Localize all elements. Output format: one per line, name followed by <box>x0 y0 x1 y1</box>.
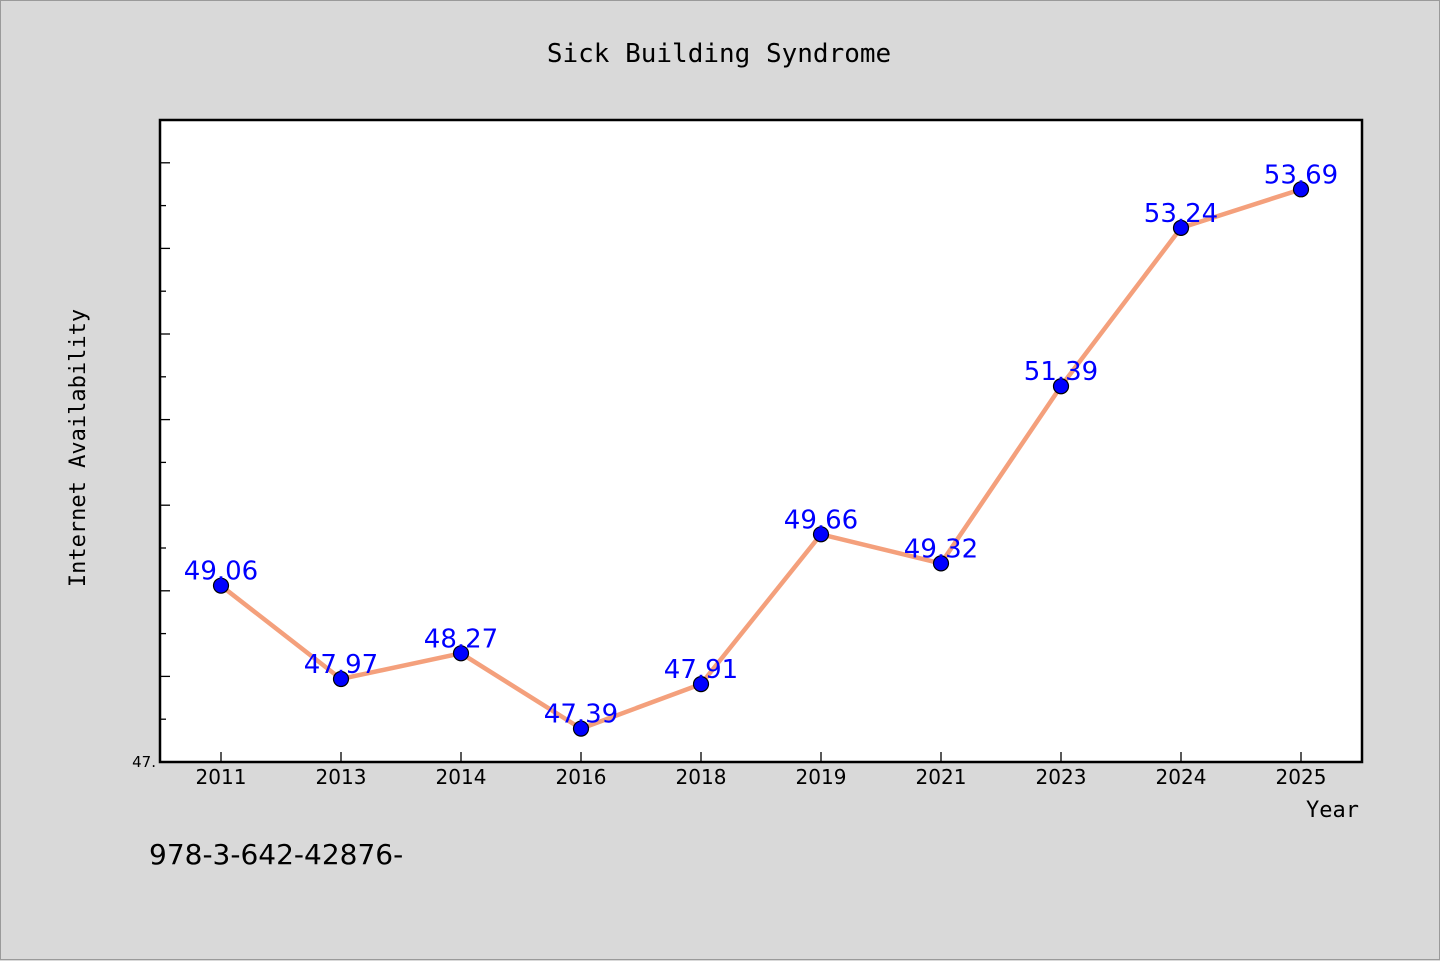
series-markers <box>212 181 1310 737</box>
y-axis-ticks <box>160 119 170 763</box>
x-tick-label: 2025 <box>1276 765 1327 789</box>
data-label: 53.24 <box>1144 199 1218 229</box>
data-point <box>572 720 590 737</box>
chart-title: Sick Building Syndrome <box>547 39 891 69</box>
x-tick-label: 2023 <box>1036 765 1087 789</box>
plot-area <box>158 118 1364 764</box>
data-label: 49.32 <box>904 534 978 564</box>
data-label: 51.39 <box>1024 357 1098 387</box>
data-point <box>1052 378 1070 395</box>
data-label: 53.69 <box>1264 160 1338 190</box>
x-tick-label: 2013 <box>316 765 367 789</box>
x-tick-label: 2018 <box>676 765 727 789</box>
y-axis-label: Internet Availability <box>66 309 91 587</box>
data-point <box>1172 219 1190 236</box>
x-tick-label: 2021 <box>916 765 967 789</box>
x-axis-tick-labels: 2011 2013 2014 2016 2018 2019 2021 2023 2024 2025 <box>196 765 1327 789</box>
data-point <box>692 676 710 693</box>
data-label: 48.27 <box>424 624 498 654</box>
data-point <box>812 526 830 543</box>
data-point <box>932 555 950 572</box>
data-label: 49.66 <box>784 505 858 535</box>
x-tick-label: 2016 <box>556 765 607 789</box>
footer-text: 978-3-642-42876- <box>149 838 403 871</box>
y-axis-tick-labels: 47. <box>132 753 156 771</box>
data-label: 47.97 <box>304 650 378 680</box>
y-tick-label: 47. <box>132 753 156 771</box>
x-tick-label: 2014 <box>436 765 487 789</box>
data-point <box>332 670 350 688</box>
data-label: 47.91 <box>664 655 738 685</box>
data-label: 47.39 <box>544 700 618 730</box>
x-tick-label: 2024 <box>1156 765 1207 789</box>
data-label: 49.06 <box>184 557 258 587</box>
data-labels: 49.06 47.97 48.27 47.39 47.91 49.66 49.32 51.39… <box>184 160 1338 729</box>
data-point <box>1292 181 1310 198</box>
x-tick-label: 2011 <box>196 765 247 789</box>
series-line <box>218 187 1304 731</box>
x-axis-ticks <box>220 752 1302 762</box>
x-axis-label: Year <box>1306 798 1359 823</box>
data-point <box>212 577 230 594</box>
data-point <box>452 645 470 662</box>
x-tick-label: 2019 <box>796 765 847 789</box>
